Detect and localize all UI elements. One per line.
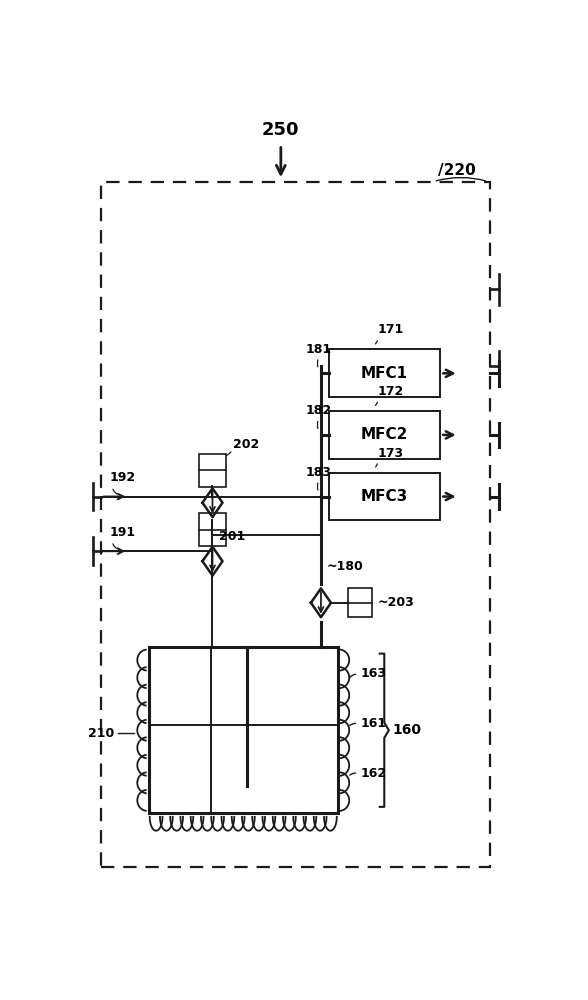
- Text: 162: 162: [360, 767, 387, 780]
- Text: 181: 181: [306, 343, 332, 356]
- Text: 210: 210: [88, 727, 115, 740]
- Text: 201: 201: [219, 530, 246, 543]
- Text: 182: 182: [306, 404, 332, 417]
- Text: MFC2: MFC2: [361, 427, 408, 442]
- Text: 192: 192: [110, 471, 136, 484]
- Text: 183: 183: [306, 466, 332, 479]
- Text: /220: /220: [438, 163, 476, 178]
- Text: 202: 202: [233, 438, 259, 451]
- Text: 171: 171: [378, 323, 404, 336]
- Text: ~180: ~180: [326, 560, 363, 573]
- Text: 161: 161: [360, 717, 387, 730]
- Bar: [329, 349, 440, 397]
- Text: 160: 160: [393, 723, 422, 737]
- Text: 191: 191: [110, 526, 136, 539]
- Text: MFC3: MFC3: [361, 489, 408, 504]
- Bar: [199, 513, 226, 546]
- Text: 163: 163: [360, 667, 386, 680]
- Bar: [149, 647, 338, 813]
- Bar: [329, 473, 440, 520]
- Bar: [329, 411, 440, 459]
- Bar: [348, 588, 372, 617]
- Text: 172: 172: [378, 385, 404, 398]
- Text: ~203: ~203: [378, 596, 415, 609]
- Bar: [101, 182, 490, 867]
- Text: 173: 173: [378, 447, 404, 460]
- Bar: [199, 454, 226, 487]
- Text: 250: 250: [262, 121, 300, 139]
- Text: MFC1: MFC1: [361, 366, 408, 381]
